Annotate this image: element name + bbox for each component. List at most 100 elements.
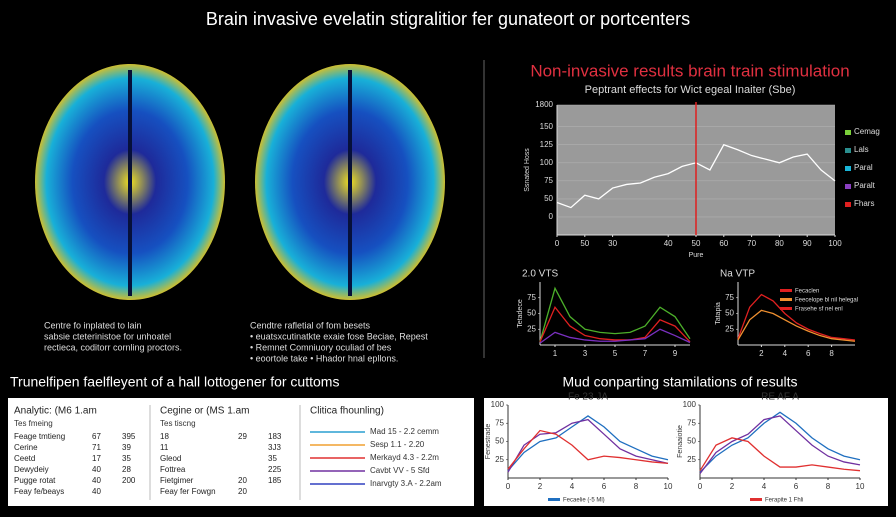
y-axis-label: Tatapia	[715, 302, 722, 325]
x-tick-label: 60	[719, 239, 728, 248]
y-tick-label: 75	[544, 176, 553, 185]
legend-swatch	[845, 184, 851, 189]
table-cell: 40	[92, 465, 101, 474]
caption: rectieca, coditorr cornling proctors.	[44, 342, 182, 352]
y-tick-label: 1800	[535, 100, 553, 109]
x-tick-label: 2	[759, 349, 764, 358]
y-tick-label: 100	[491, 400, 505, 409]
x-tick-label: 0	[555, 239, 560, 248]
line	[737, 309, 856, 342]
chart-title: Fe 23 JA	[568, 392, 608, 403]
x-tick-label: 80	[775, 239, 784, 248]
x-tick-label: 2	[730, 482, 735, 491]
x-tick-label: 90	[803, 239, 812, 248]
caption: Cendtre rafletial of fom besets	[250, 320, 371, 330]
table-cell: Mad 15 - 2.2 cemm	[370, 427, 439, 436]
y-tick-label: 100	[683, 400, 697, 409]
x-tick-label: 6	[794, 482, 799, 491]
legend-label: Fecaelie (-5 Ml)	[563, 498, 605, 504]
legend-swatch	[845, 130, 851, 135]
y-tick-label: 25	[495, 455, 504, 464]
y-axis-label: Ssnated Hoss	[524, 148, 531, 192]
x-tick-label: 5	[613, 349, 618, 358]
table-cell: 3J3	[268, 443, 281, 452]
table-cell: 67	[92, 432, 101, 441]
y-axis-label: Fenaaiotie	[677, 425, 684, 458]
x-tick-label: 0	[506, 482, 511, 491]
table-cell: 11	[160, 443, 169, 452]
table-cell: Sesp 1.1 - 2.20	[370, 440, 425, 449]
section-title: Mud conparting stamilations of results	[563, 374, 798, 390]
x-tick-label: 6	[806, 349, 811, 358]
x-tick-label: 2	[538, 482, 543, 491]
table-cell: 35	[268, 454, 277, 463]
x-tick-label: 50	[692, 239, 701, 248]
legend-swatch	[548, 498, 560, 501]
legend-label: Feecelope bl nil helegal	[795, 298, 858, 304]
chart-title: Na VTP	[720, 269, 755, 280]
chart-title: 2.0 VTS	[522, 269, 558, 280]
table-cell: Fottrea	[160, 465, 186, 474]
chart-title: RE AF A	[761, 392, 799, 403]
legend-label: Paralt	[854, 181, 876, 190]
x-tick-label: 4	[783, 349, 788, 358]
x-tick-label: 30	[608, 239, 617, 248]
y-tick-label: 50	[725, 309, 734, 318]
table-cell: Gleod	[160, 454, 181, 463]
legend-label: Paral	[854, 163, 873, 172]
x-tick-label: 40	[664, 239, 673, 248]
legend-swatch	[780, 298, 792, 301]
line	[539, 286, 691, 343]
brain-images	[35, 64, 445, 300]
x-tick-label: 8	[826, 482, 831, 491]
y-tick-label: 25	[687, 455, 696, 464]
chart-panel	[484, 398, 888, 506]
caption: • Remnet Comniuory oculiad of bes	[250, 342, 392, 352]
table-cell: 225	[268, 465, 282, 474]
line	[507, 429, 669, 470]
legend-label: Fhars	[854, 199, 874, 208]
table-cell: 40	[92, 487, 101, 496]
right-subtitle: Peptrant effects for Wict egeal Inaiter …	[585, 84, 796, 96]
legend-label: Ferapite 1 Fhli	[765, 498, 803, 504]
y-tick-label: 0	[549, 212, 554, 221]
legend-swatch	[845, 148, 851, 153]
y-tick-label: 25	[725, 324, 734, 333]
table-subheader: Tes fmeing	[14, 419, 53, 428]
legend-label: Lals	[854, 145, 869, 154]
x-tick-label: 70	[747, 239, 756, 248]
table-subheader: Tes tiscng	[160, 419, 196, 428]
table-cell: 40	[92, 476, 101, 485]
table-cell: 17	[92, 454, 101, 463]
table-panel	[8, 398, 474, 506]
right-title: Non-invasive results brain train stimula…	[530, 61, 849, 80]
line	[699, 411, 861, 473]
x-tick-label: 0	[698, 482, 703, 491]
line	[539, 305, 691, 343]
line	[699, 437, 861, 472]
table-cell: Ceetd	[14, 454, 35, 463]
caption: • euatsxcutinatkte exaie fose Beciae, Re…	[250, 331, 428, 341]
x-tick-label: 8	[634, 482, 639, 491]
table-cell: 20	[238, 487, 247, 496]
table-cell: Feay fe/beays	[14, 487, 64, 496]
x-tick-label: 100	[828, 239, 842, 248]
table-cell: 200	[122, 476, 136, 485]
section-title: Trunelfipen faelfleyent of a hall lottog…	[10, 374, 339, 390]
table-cell: 71	[92, 443, 101, 452]
table-header: Analytic: (M6 1.am	[14, 406, 97, 417]
table-cell: Feage tmtieng	[14, 432, 65, 441]
table-cell: Pugge rotat	[14, 476, 56, 485]
table-cell: Feay fer Fowgn	[160, 487, 216, 496]
table-cell: Cavbt VV - 5 Sfd	[370, 466, 430, 475]
table-cell: 18	[160, 432, 169, 441]
legend-swatch	[780, 289, 792, 292]
x-tick-label: 4	[762, 482, 767, 491]
table-cell: 395	[122, 432, 136, 441]
caption: sabsie cteterinistoe for unhoatel	[44, 331, 171, 341]
x-tick-label: 1	[553, 349, 558, 358]
y-tick-label: 75	[725, 293, 734, 302]
x-tick-label: 4	[570, 482, 575, 491]
table-cell: 35	[122, 454, 131, 463]
